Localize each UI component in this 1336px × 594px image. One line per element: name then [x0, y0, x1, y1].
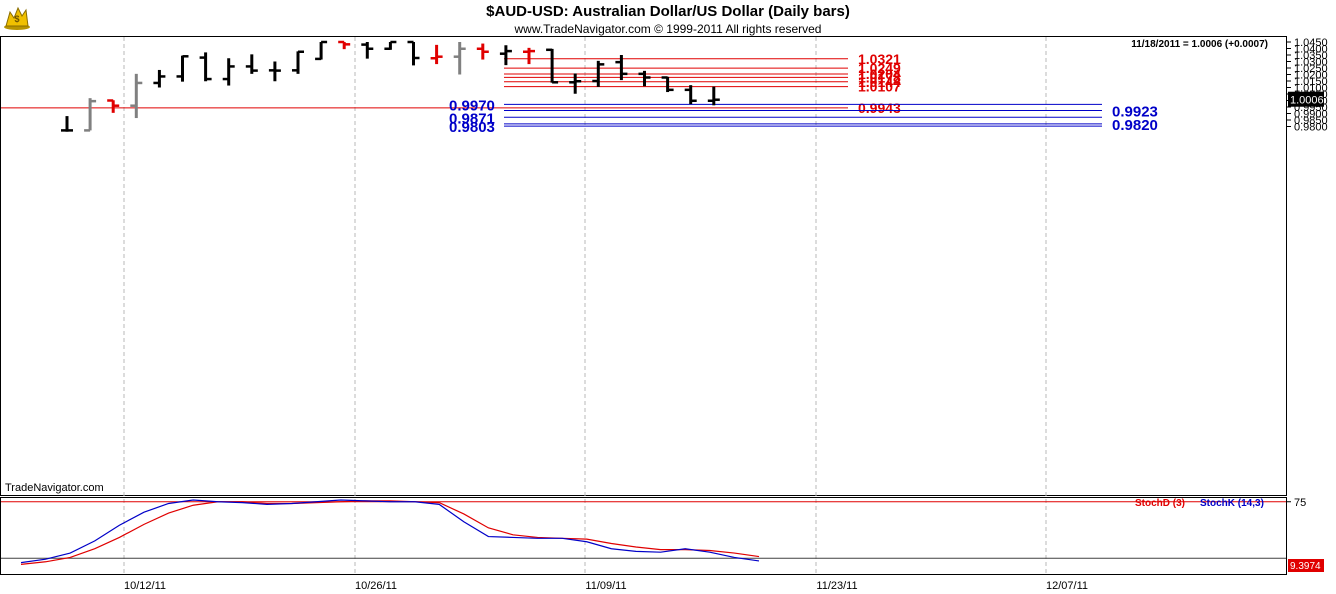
ohlc-bar [430, 44, 443, 65]
chart-subtitle: www.TradeNavigator.com © 1999-2011 All r… [514, 22, 822, 36]
date-tick-label: 11/23/11 [816, 580, 857, 592]
indicator-panel-frame [0, 497, 1287, 575]
ohlc-bar [569, 73, 582, 94]
ohlc-bar [84, 98, 97, 132]
chart-title: $AUD-USD: Australian Dollar/US Dollar (D… [486, 3, 850, 20]
blue-level-label: 0.9871 [449, 110, 495, 127]
price-tick-label: 1.0150 [1294, 76, 1328, 88]
price-tick-label: 1.0350 [1294, 50, 1328, 62]
ohlc-bar [707, 86, 720, 106]
ohlc-bar [407, 40, 420, 66]
last-price-tag-text: 1.0006 [1290, 95, 1324, 107]
ohlc-bar [153, 69, 166, 88]
red-level-label: 1.0249 [858, 60, 901, 76]
red-level-label: 1.0204 [858, 66, 901, 82]
last-price-tag [1288, 91, 1324, 107]
ohlc-bar [130, 73, 143, 119]
red-level-label: 1.0144 [858, 74, 901, 90]
watermark-text: TradeNavigator.com [5, 482, 104, 494]
date-tick-label: 10/26/11 [355, 580, 397, 592]
blue-level-label: 0.9970 [449, 97, 495, 114]
red-level-label: 1.0107 [858, 79, 901, 95]
price-tick-label: 1.0300 [1294, 57, 1328, 69]
price-tick-label: 1.0450 [1294, 37, 1328, 49]
stoch-last-value-text: 9.3974 [1290, 561, 1321, 572]
ohlc-bar [61, 116, 73, 132]
ohlc-bar [384, 40, 397, 51]
ohlc-bar [499, 45, 512, 66]
stoch-k-line [20, 499, 760, 564]
ohlc-bar [176, 55, 189, 82]
ohlc-bar [615, 55, 628, 81]
price-tick-label: 1.0250 [1294, 63, 1328, 75]
price-tick-label: 0.9900 [1294, 109, 1328, 121]
date-tick-label: 11/09/11 [585, 580, 626, 592]
blue-level-label: 0.9923 [1112, 104, 1158, 121]
price-tick-label: 1.0400 [1294, 44, 1328, 56]
stoch-k-legend: StochK (14,3) [1200, 498, 1264, 509]
ohlc-bar [199, 52, 212, 82]
red-level-label: 0.9943 [858, 100, 901, 116]
ohlc-bar [592, 60, 605, 87]
stoch-d-line [20, 500, 760, 565]
date-tick-label: 12/07/11 [1046, 580, 1088, 592]
price-tick-label: 0.9850 [1294, 115, 1328, 127]
date-tick-label: 10/12/11 [124, 580, 166, 592]
blue-level-label: 0.9820 [1112, 117, 1158, 134]
blue-level-label: 0.9803 [449, 119, 495, 136]
ohlc-bar [546, 48, 559, 84]
ohlc-bar [638, 70, 651, 87]
svg-text:$: $ [14, 14, 19, 24]
ohlc-bar [292, 50, 304, 74]
trade-navigator-logo-icon: $ [4, 6, 30, 30]
ohlc-bar [315, 40, 328, 61]
stoch-d-legend: StochD (3) [1135, 498, 1185, 509]
ohlc-bar [476, 43, 489, 60]
price-tick-label: 1.0100 [1294, 83, 1328, 95]
ohlc-bar [268, 61, 281, 82]
ohlc-bar [222, 58, 235, 86]
ohlc-bar [453, 42, 466, 75]
ohlc-bar [338, 40, 351, 50]
ohlc-bar [523, 47, 535, 65]
red-level-label: 1.0178 [858, 69, 901, 85]
price-tick-label: 0.9800 [1294, 122, 1328, 134]
last-quote-text: 11/18/2011 = 1.0006 (+0.0007) [1131, 39, 1268, 50]
price-tick-label: 1.0200 [1294, 70, 1328, 82]
ohlc-bar [245, 54, 258, 74]
stoch-last-value-tag [1288, 559, 1324, 572]
ohlc-bar [661, 76, 674, 93]
red-level-label: 1.0321 [858, 51, 901, 67]
ohlc-bar [107, 99, 120, 113]
ohlc-bar [684, 85, 697, 105]
stoch-axis-label: 75 [1294, 497, 1306, 509]
ohlc-bar [361, 42, 374, 59]
price-panel-frame [0, 36, 1287, 496]
